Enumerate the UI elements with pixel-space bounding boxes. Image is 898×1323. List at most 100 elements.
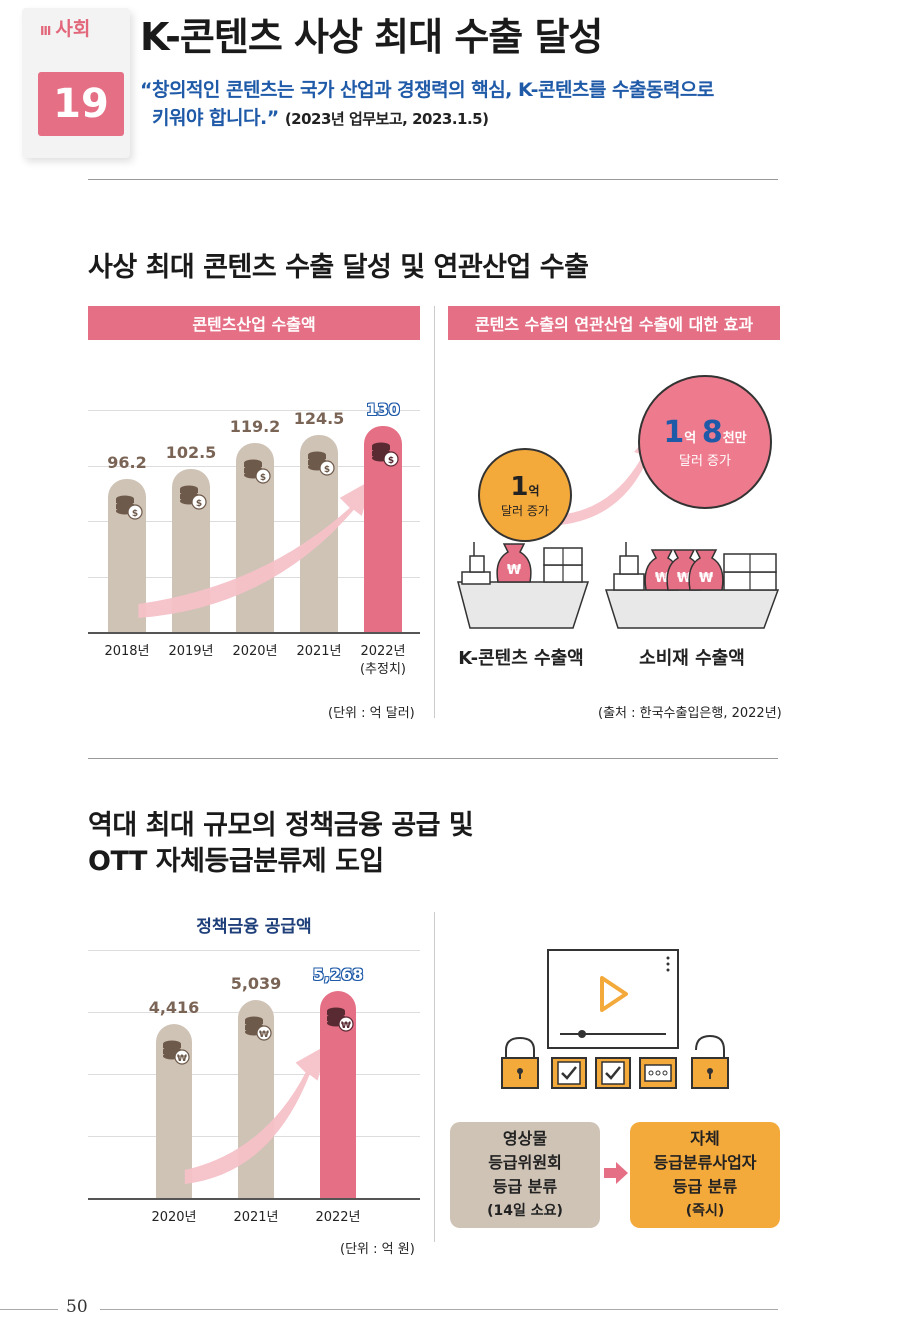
data-label: 119.2 (229, 416, 281, 436)
svg-text:₩: ₩ (341, 1021, 351, 1031)
x-tick-label: 2022년 (360, 644, 406, 659)
before-box-line: 영상물 (502, 1129, 548, 1148)
gridline (88, 410, 420, 411)
page-title: K-콘텐츠 사상 최대 수출 달성 (140, 15, 603, 59)
page-number: 50 (66, 1297, 88, 1317)
x-tick-label: 2019년 (168, 644, 214, 659)
quote-source: (2023년 업무보고, 2023.1.5) (284, 110, 489, 128)
x-tick-label: 2018년 (104, 644, 150, 659)
data-label: 96.2 (107, 453, 147, 473)
lead-label: 견인 (582, 441, 612, 460)
panel-divider (434, 912, 435, 1242)
before-box-note: (14일 소요) (487, 1203, 563, 1219)
svg-text:$: $ (196, 499, 202, 509)
checkbox-icon (595, 1057, 631, 1089)
policy-finance-chart: ₩4,416 2020년 ₩5,039 2021년 2022년 ₩5,268 (88, 940, 420, 1230)
after-box-line: 등급분류사업자 (653, 1153, 757, 1172)
more-dots-icon (639, 1057, 677, 1089)
chart2-title: 정책금융 공급액 (196, 917, 312, 937)
svg-text:$: $ (132, 509, 138, 519)
svg-text:₩: ₩ (259, 1030, 269, 1040)
effect-illustration: ₩ ₩ ₩ ₩ (457, 430, 780, 629)
x-tick-label: 2022년 (315, 1210, 361, 1225)
chapter-label: Ⅲ 사회 (40, 14, 90, 41)
coin-stack-icon: ₩ (324, 1003, 354, 1033)
ott-illustration (501, 949, 729, 1089)
chapter-roman: Ⅲ (40, 24, 52, 38)
panel-divider (434, 306, 435, 718)
data-label: 5,039 (230, 973, 282, 993)
footer-rule (0, 1309, 58, 1310)
quote: “창의적인 콘텐츠는 국가 산업과 경쟁력의 핵심, K-콘텐츠를 수출동력으로… (140, 76, 800, 133)
right-effect-circle: 1억 8천만 달러 증가 (638, 375, 772, 509)
x-tick-note: (추정치) (359, 662, 407, 677)
x-tick-label: 2021년 (296, 644, 342, 659)
video-player-icon (547, 949, 679, 1049)
export-chart: $96.2 2018년 $102.5 2019년 $119.2 2020년 $124.5 20… (88, 340, 420, 685)
svg-text:₩: ₩ (177, 1054, 187, 1064)
svg-text:₩: ₩ (507, 563, 522, 578)
chart1-unit: (단위 : 억 달러) (328, 706, 415, 721)
coin-stack-icon: $ (305, 447, 335, 477)
effect-panel-title: 콘텐츠 수출의 연관산업 수출에 대한 효과 (448, 306, 780, 340)
coin-stack-icon: $ (177, 481, 207, 511)
left-circle-sub: 달러 증가 (501, 503, 549, 518)
section2-title: 역대 최대 규모의 정책금융 공급 및 OTT 자체등급분류제 도입 (88, 808, 474, 880)
chapter-name: 사회 (55, 18, 91, 40)
x-axis-line (88, 1198, 420, 1200)
checkbox-icon (551, 1057, 587, 1089)
divider (88, 758, 778, 759)
padlock-locked-icon (501, 1036, 539, 1089)
quote-line-2: 키워야 합니다.” (152, 107, 279, 129)
ship-left-icon: ₩ (457, 542, 590, 629)
x-tick-label: 2021년 (233, 1210, 279, 1225)
coin-stack-icon: ₩ (160, 1036, 190, 1066)
after-box-note: (즉시) (685, 1203, 725, 1219)
after-box-line: 등급 분류 (672, 1177, 738, 1196)
svg-text:$: $ (324, 465, 330, 475)
coin-stack-icon: $ (113, 491, 143, 521)
ship-right-icon: ₩ ₩ ₩ (604, 542, 780, 629)
growth-arrow (184, 1044, 328, 1184)
right-circle-unit2: 천만 (722, 431, 747, 446)
k-content-export-label: K-콘텐츠 수출액 (458, 648, 584, 669)
data-label: 124.5 (293, 408, 345, 428)
right-arrow-icon (604, 1162, 628, 1184)
svg-text:$: $ (388, 456, 394, 466)
coin-stack-icon: ₩ (242, 1012, 272, 1042)
right-circle-number1: 1 (663, 415, 685, 450)
section2-title-line1: 역대 최대 규모의 정책금융 공급 및 (88, 810, 474, 841)
svg-text:₩: ₩ (699, 571, 714, 586)
growth-arrow (138, 479, 372, 618)
left-effect-circle: 1억 달러 증가 (478, 448, 572, 542)
data-label: 130 (366, 399, 400, 419)
quote-line-1: “창의적인 콘텐츠는 국가 산업과 경쟁력의 핵심, K-콘텐츠를 수출동력으로 (140, 79, 714, 101)
self-rating-box: 자체 등급분류사업자 등급 분류 (즉시) (630, 1122, 780, 1228)
x-axis-line (88, 632, 420, 634)
left-circle-unit: 억 (528, 483, 540, 498)
data-label: 5,268 (312, 964, 364, 984)
before-box-line: 등급 분류 (492, 1177, 558, 1196)
chart2-unit: (단위 : 억 원) (340, 1242, 415, 1257)
right-circle-unit1: 억 (684, 431, 697, 446)
gridline (88, 950, 420, 951)
left-circle-number: 1 (510, 471, 529, 502)
after-box-line: 자체 (690, 1129, 720, 1148)
source-note: (출처 : 한국수출입은행, 2022년) (598, 706, 782, 721)
svg-text:₩: ₩ (655, 571, 670, 586)
data-label: 4,416 (148, 998, 200, 1018)
footer-rule (100, 1309, 778, 1310)
section2-title-line2: OTT 자체등급분류제 도입 (88, 846, 384, 877)
right-circle-number2: 8 (701, 415, 723, 450)
x-tick-label: 2020년 (232, 644, 278, 659)
svg-text:$: $ (260, 473, 266, 483)
svg-text:₩: ₩ (677, 571, 692, 586)
item-number: 19 (38, 72, 124, 136)
padlock-unlocked-icon (691, 1034, 729, 1089)
before-box-line: 등급위원회 (488, 1153, 562, 1172)
data-label: 102.5 (165, 443, 217, 463)
coin-stack-icon: $ (241, 455, 271, 485)
divider (88, 179, 778, 180)
coin-stack-icon: $ (369, 438, 399, 468)
right-circle-sub: 달러 증가 (679, 454, 731, 469)
